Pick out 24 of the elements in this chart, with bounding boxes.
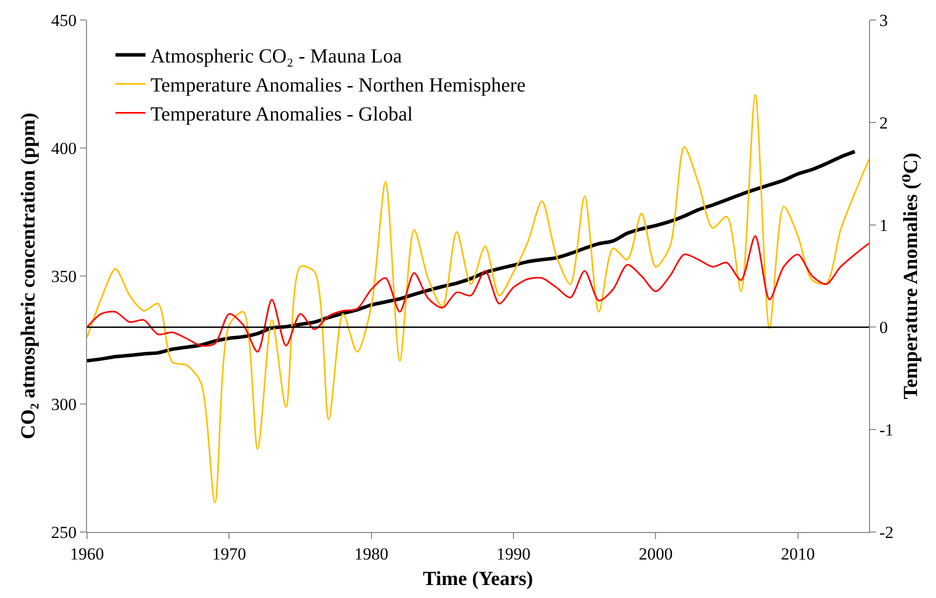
x-tick-label: 2010 <box>780 544 815 564</box>
x-axis-title: Time (Years) <box>422 568 534 590</box>
y2-tick-label: 0 <box>879 318 888 338</box>
y-axis-title: CO₂ atmospheric concentration (ppm) <box>18 112 40 440</box>
y2-axis-title: Temperature Anomalies (⁰C) <box>900 152 922 400</box>
y2-tick-label: -1 <box>879 420 894 440</box>
y2-tick-label: 2 <box>879 113 888 132</box>
y-tick-label: 250 <box>51 522 77 542</box>
x-tick-label: 1980 <box>354 544 388 564</box>
y2-tick-label: 1 <box>879 216 888 235</box>
legend-label: Temperature Anomalies - Northen Hemisphere <box>150 74 526 97</box>
x-tick-label: 1970 <box>212 544 246 564</box>
y-tick-label: 450 <box>51 10 77 30</box>
y-tick-label: 400 <box>51 138 77 158</box>
y-tick-label: 350 <box>51 266 77 286</box>
y2-tick-label: -2 <box>879 522 894 542</box>
x-tick-label: 1990 <box>496 544 531 564</box>
x-tick-label: 1960 <box>70 544 104 564</box>
legend-label: Temperature Anomalies - Global <box>150 104 414 126</box>
line-series <box>87 235 869 353</box>
x-tick-label: 2000 <box>638 544 673 564</box>
y2-tick-label: 3 <box>879 10 888 30</box>
legend-label: Atmospheric CO₂ - Mauna Loa <box>150 46 402 68</box>
y-tick-label: 300 <box>51 394 77 414</box>
